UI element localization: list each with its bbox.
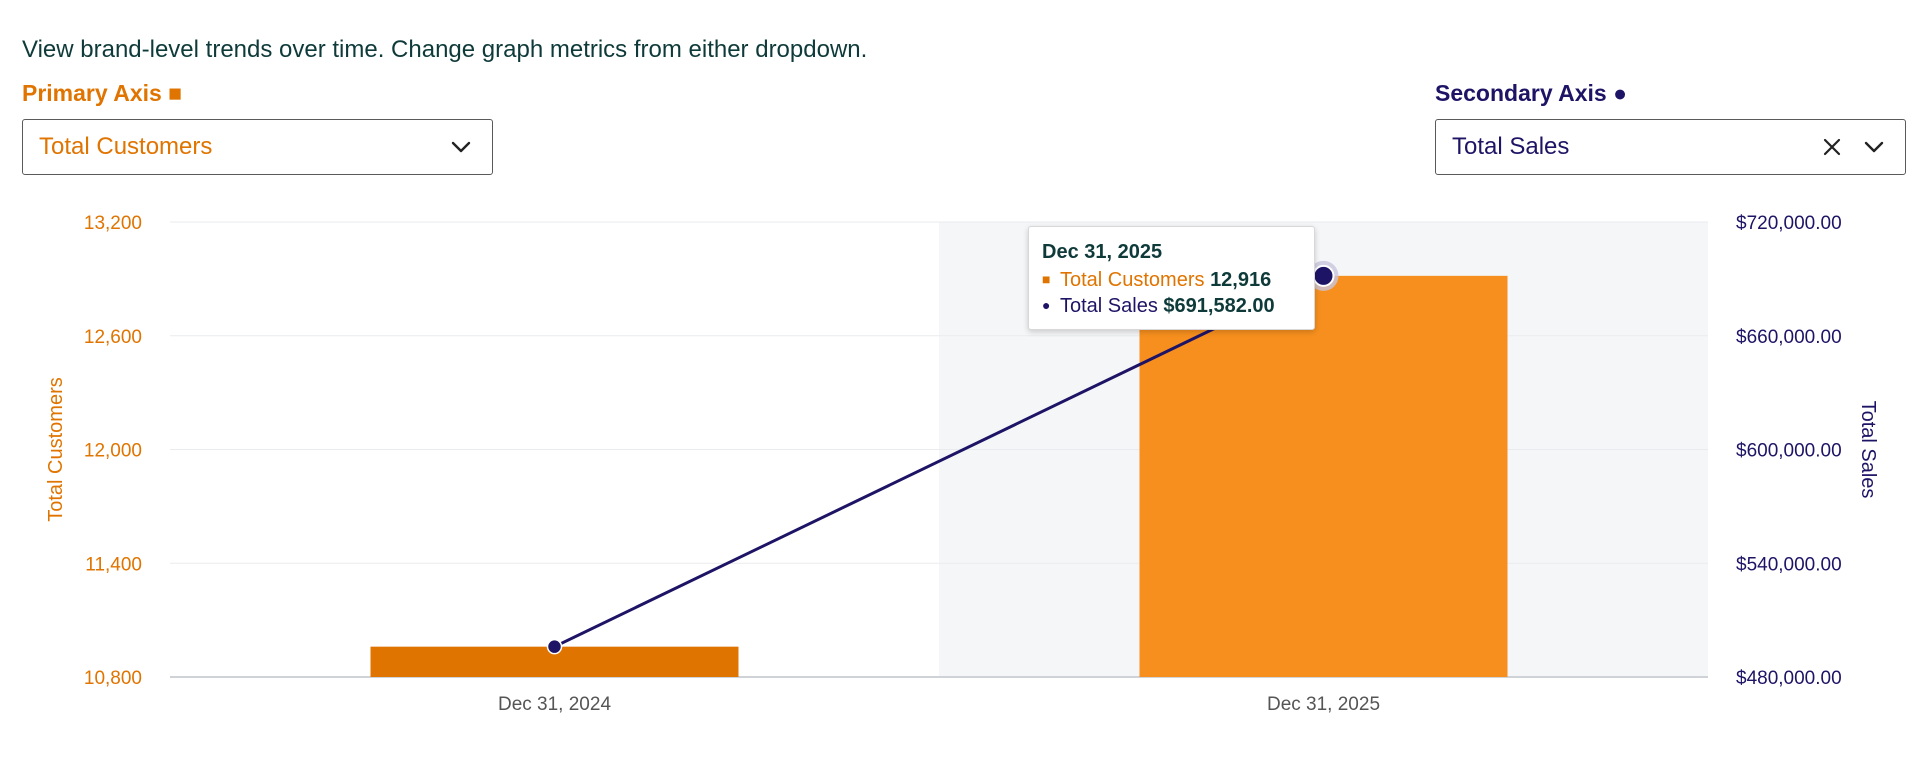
- chevron-down-icon[interactable]: [1859, 132, 1889, 162]
- y-left-tick-label: 11,400: [85, 554, 142, 575]
- secondary-metric-value: Total Sales: [1452, 133, 1570, 160]
- square-marker-icon: ■: [1042, 271, 1051, 287]
- tooltip-customers-label: Total Customers: [1060, 269, 1205, 291]
- y-left-tick-label: 12,600: [84, 327, 142, 348]
- y-left-axis-title: Total Customers: [45, 377, 67, 522]
- chart-tooltip: Dec 31, 2025 ■ Total Customers 12,916 ● To…: [1028, 226, 1315, 330]
- y-right-tick-label: $600,000.00: [1736, 441, 1842, 462]
- y-left-tick-label: 13,200: [84, 213, 142, 234]
- x-tick-label: Dec 31, 2025: [1267, 694, 1380, 715]
- y-right-tick-label: $720,000.00: [1736, 213, 1842, 234]
- primary-metric-dropdown[interactable]: Total Customers: [22, 119, 493, 175]
- secondary-metric-dropdown[interactable]: Total Sales: [1435, 119, 1906, 175]
- clear-icon[interactable]: [1817, 132, 1847, 162]
- tooltip-sales-label: Total Sales: [1060, 295, 1158, 317]
- circle-marker-icon: ●: [1042, 297, 1051, 313]
- tooltip-title: Dec 31, 2025: [1042, 241, 1163, 263]
- tooltip-sales-row: ● Total Sales $691,582.00: [1042, 293, 1314, 319]
- y-right-axis-title: Total Sales: [1857, 401, 1879, 499]
- primary-axis-label: Primary Axis ■: [22, 80, 183, 106]
- y-right-tick-label: $540,000.00: [1736, 554, 1842, 575]
- line-total-sales: [553, 274, 1325, 649]
- x-tick-label: Dec 31, 2024: [498, 694, 611, 715]
- y-left-tick-label: 10,800: [84, 668, 142, 689]
- tooltip-customers-value: 12,916: [1210, 269, 1272, 291]
- tooltip-sales-value: $691,582.00: [1163, 295, 1275, 317]
- y-right-tick-label: $660,000.00: [1736, 327, 1842, 348]
- y-right-tick-label: $480,000.00: [1736, 668, 1842, 689]
- bar-total-customers: [1139, 275, 1508, 677]
- secondary-axis-label: Secondary Axis ●: [1435, 80, 1628, 106]
- intro-text: View brand-level trends over time. Chang…: [22, 36, 868, 63]
- tooltip-customers-row: ■ Total Customers 12,916: [1042, 267, 1314, 293]
- chevron-down-icon[interactable]: [446, 132, 476, 162]
- point-total-sales: [1312, 264, 1335, 287]
- y-left-tick-label: 12,000: [84, 441, 142, 462]
- point-total-sales: [546, 638, 563, 655]
- primary-metric-value: Total Customers: [39, 133, 213, 160]
